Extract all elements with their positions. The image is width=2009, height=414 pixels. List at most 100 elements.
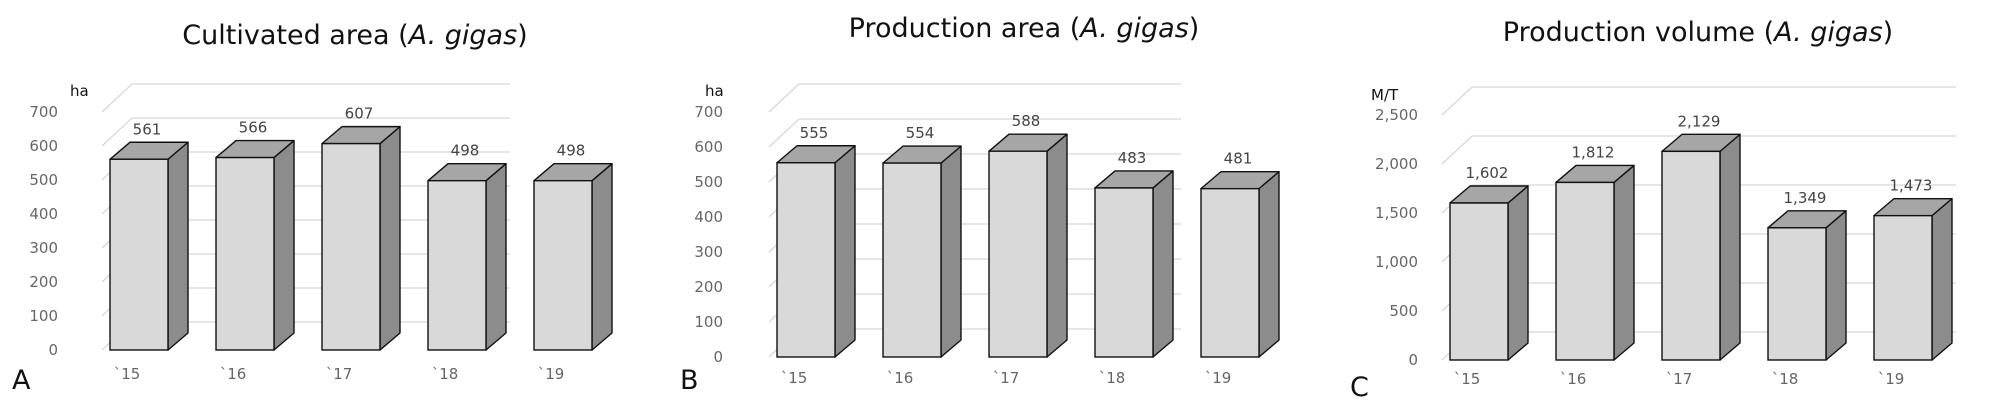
chart-title: Production volume (A. gigas) [1503, 17, 1893, 48]
bars-group [1449, 133, 1953, 361]
bar [1767, 227, 1827, 361]
title-end: ) [1883, 17, 1894, 48]
bar [1449, 202, 1509, 361]
panel-letter: C [1350, 372, 1369, 403]
y-tick-label: 200 [29, 273, 58, 291]
title-italic: A. gigas [1772, 17, 1883, 48]
x-tick-label: `18 [1099, 369, 1126, 387]
bar [882, 162, 942, 358]
x-tick-label: `15 [114, 365, 141, 383]
bar [1094, 187, 1154, 358]
data-label: 588 [1012, 112, 1041, 130]
bar-side [1046, 133, 1068, 358]
y-tick-label: 100 [694, 313, 723, 331]
bar [533, 179, 593, 351]
bar-side [940, 145, 962, 358]
bar-side [1719, 133, 1741, 361]
y-tick-label: 0 [48, 341, 58, 359]
bar [427, 179, 487, 351]
chart-title: Production area (A. gigas) [849, 13, 1200, 44]
bar [1873, 214, 1933, 361]
x-tick-label: `17 [326, 365, 353, 383]
data-label: 483 [1118, 149, 1147, 167]
chart-svg-c: 0 500 1,000 1,500 2,000 2,500 1,602 `15 1,812 `16… [1350, 17, 1956, 403]
data-label: 498 [557, 142, 586, 160]
bar [109, 158, 169, 351]
bars-group [776, 133, 1280, 358]
bar [1555, 181, 1615, 361]
y-tick-label: 500 [29, 171, 58, 189]
data-label: 1,812 [1572, 143, 1615, 161]
y-tick-label: 400 [694, 208, 723, 226]
y-tick-label: 100 [29, 307, 58, 325]
bar [1200, 187, 1260, 358]
y-tick-label: 1,000 [1375, 253, 1418, 271]
chart-panel-c: 0 500 1,000 1,500 2,000 2,500 1,602 `15 1,812 `16… [1338, 0, 2007, 414]
bar-side [1825, 210, 1847, 361]
x-tick-label: `16 [887, 369, 914, 387]
chart-panel-a: 0 100 200 300 400 500 600 700 561 `15 566 `16 607 `17… [0, 0, 669, 414]
title-end: ) [1189, 13, 1200, 44]
bar-side [1507, 185, 1529, 361]
bar-side [379, 125, 401, 351]
bar-side [834, 145, 856, 358]
title-italic: A. gigas [407, 20, 518, 51]
gridline [768, 83, 1181, 113]
title-main: Production area ( [849, 13, 1081, 44]
bar-side [1931, 197, 1953, 361]
y-tick-label: 2,500 [1375, 106, 1418, 124]
title-italic: A. gigas [1078, 13, 1189, 44]
chart-title: Cultivated area (A. gigas) [182, 20, 527, 51]
y-tick-label: 400 [29, 205, 58, 223]
x-tick-label: `16 [220, 365, 247, 383]
x-tick-label: `19 [1205, 369, 1232, 387]
x-tick-label: `18 [1772, 370, 1799, 388]
y-tick-label: 700 [29, 103, 58, 121]
x-tick-label: `19 [538, 365, 565, 383]
bar-side [1613, 164, 1635, 361]
bar-side [1152, 170, 1174, 358]
data-label: 1,473 [1890, 177, 1933, 195]
title-end: ) [517, 20, 528, 51]
bar [321, 142, 381, 351]
labels-group: 0 100 200 300 400 500 600 700 561 `15 566 `16 607 `17… [29, 103, 585, 383]
data-label: 498 [451, 142, 480, 160]
x-tick-label: `17 [1666, 370, 1693, 388]
bar-side [1258, 170, 1280, 358]
data-label: 2,129 [1678, 112, 1721, 130]
bar-side [591, 162, 613, 351]
x-tick-label: `16 [1560, 370, 1587, 388]
x-tick-label: `18 [432, 365, 459, 383]
bar [215, 156, 275, 351]
y-tick-label: 1,500 [1375, 204, 1418, 222]
labels-group: 0 100 200 300 400 500 600 700 555 `15 554 `16 588 `17… [694, 103, 1252, 387]
panel-letter: A [12, 365, 31, 396]
gridline [768, 118, 1181, 148]
chart-svg-b: 0 100 200 300 400 500 600 700 555 `15 554 `16 588 `17… [680, 13, 1280, 396]
bar [1661, 150, 1721, 361]
x-tick-label: `15 [781, 369, 808, 387]
y-tick-label: 600 [29, 137, 58, 155]
gridline [101, 83, 510, 113]
bar [776, 162, 836, 358]
data-label: 607 [345, 105, 374, 123]
data-label: 561 [133, 120, 162, 138]
y-tick-label: 300 [694, 243, 723, 261]
data-label: 566 [239, 119, 268, 137]
y-tick-label: 0 [1408, 351, 1418, 369]
gridline [1441, 135, 1956, 165]
data-label: 1,349 [1784, 189, 1827, 207]
title-main: Cultivated area ( [182, 20, 408, 51]
y-tick-label: 0 [713, 348, 723, 366]
y-tick-label: 2,000 [1375, 155, 1418, 173]
y-tick-label: 200 [694, 278, 723, 296]
gridline [101, 117, 510, 147]
bars-group [109, 125, 613, 351]
x-tick-label: `17 [993, 369, 1020, 387]
panel-letter: B [680, 365, 699, 396]
title-main: Production volume ( [1503, 17, 1774, 48]
x-tick-label: `19 [1878, 370, 1905, 388]
y-tick-label: 500 [1389, 302, 1418, 320]
data-label: 554 [906, 124, 935, 142]
chart-panel-b: 0 100 200 300 400 500 600 700 555 `15 554 `16 588 `17… [669, 0, 1338, 414]
